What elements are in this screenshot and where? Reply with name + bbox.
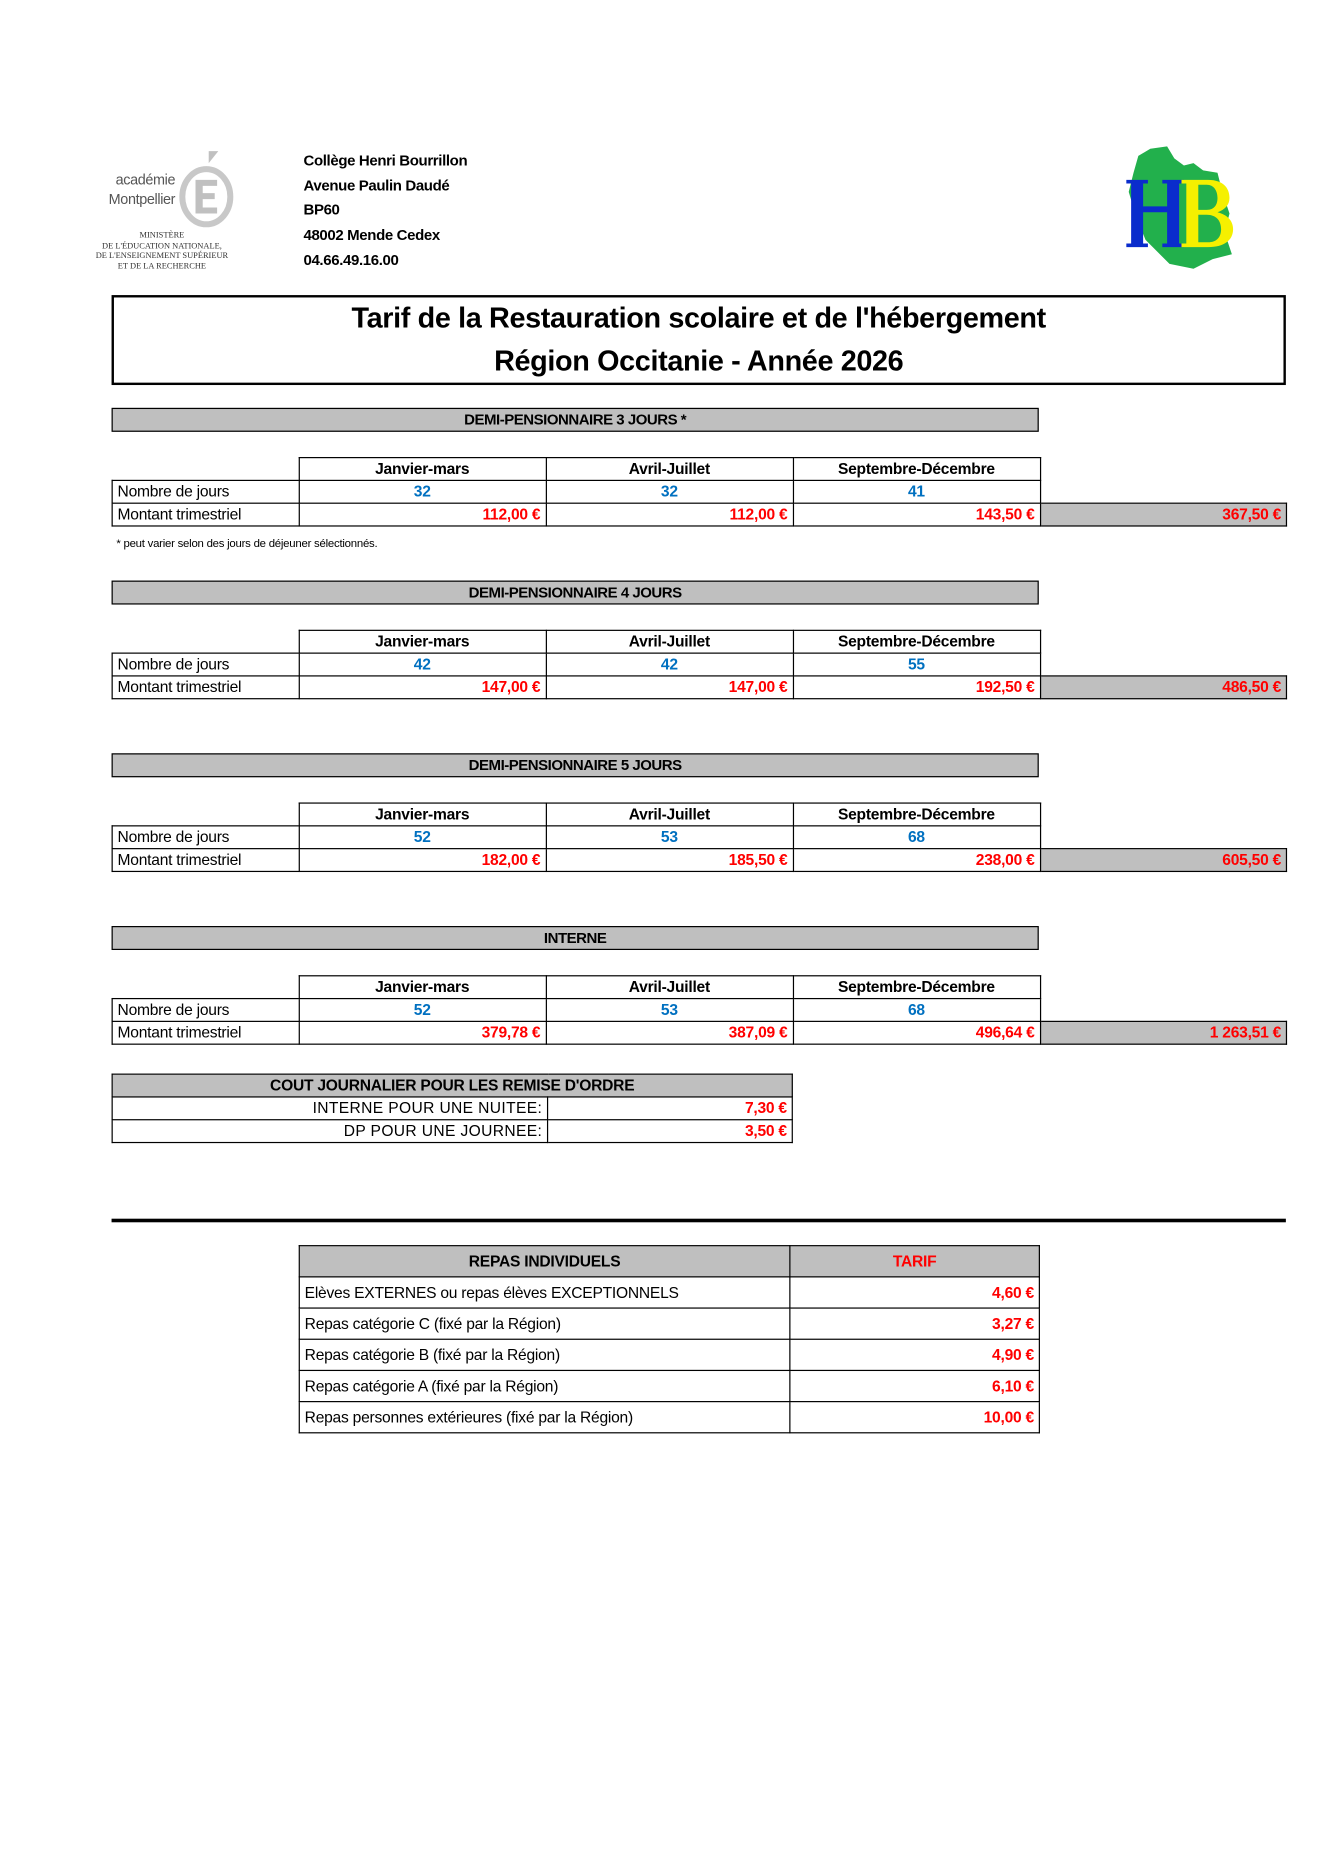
- table-row: Repas catégorie C (fixé par la Région) 3,…: [298, 1307, 1040, 1340]
- table-row: Nombre de jours 32 32 41: [111, 479, 1286, 504]
- jours-value: 41: [792, 479, 1041, 504]
- repas-individuels-table: REPAS INDIVIDUELS TARIF Elèves EXTERNES o…: [298, 1245, 1040, 1434]
- repas-tarif: 3,27 €: [789, 1307, 1040, 1340]
- row-label: Montant trimestriel: [111, 1020, 300, 1045]
- column-header: Janvier-mars: [298, 457, 547, 481]
- column-header: Septembre-Décembre: [792, 629, 1041, 654]
- section-title: INTERNE: [111, 926, 1039, 951]
- ministry-text: MINISTÈRE DE L'ÉDUCATION NATIONALE, DE L…: [95, 230, 229, 271]
- footnote: * peut varier selon des jours de déjeune…: [116, 537, 378, 551]
- jours-value: 52: [298, 825, 547, 850]
- phone: 04.66.49.16.00: [303, 251, 399, 269]
- jours-value: 68: [792, 825, 1041, 850]
- montant-value: 387,09 €: [545, 1020, 794, 1045]
- academie-name: académie Montpellier: [108, 171, 176, 208]
- total-value: 486,50 €: [1039, 675, 1288, 700]
- column-header: Septembre-Décembre: [792, 457, 1041, 481]
- montant-value: 182,00 €: [298, 848, 547, 873]
- table-row: Repas catégorie B (fixé par la Région) 4,…: [298, 1338, 1040, 1372]
- repas-tarif: 4,90 €: [789, 1338, 1040, 1372]
- po-box: BP60: [303, 202, 340, 219]
- jours-value: 53: [545, 825, 794, 850]
- repas-label: Repas catégorie B (fixé par la Région): [298, 1338, 791, 1372]
- section-table: Janvier-mars Avril-Juillet Septembre-Décem…: [111, 802, 1288, 873]
- column-header: Avril-Juillet: [545, 629, 794, 654]
- montant-value: 496,64 €: [792, 1020, 1041, 1045]
- school-hb-logo: [1126, 146, 1234, 269]
- table-row: Montant trimestriel 379,78 €387,09 €496,6…: [111, 1020, 1288, 1045]
- table-row: Repas personnes extérieures (fixé par la…: [298, 1401, 1040, 1434]
- cout-journalier-table: COUT JOURNALIER POUR LES REMISE D'ORDRE …: [111, 1073, 793, 1144]
- row-label: Montant trimestriel: [111, 675, 300, 700]
- repas-label: Repas personnes extérieures (fixé par la…: [298, 1401, 791, 1434]
- repas-label: Elèves EXTERNES ou repas élèves EXCEPTIO…: [298, 1276, 791, 1309]
- row-label: Montant trimestriel: [111, 848, 300, 873]
- school-name: Collège Henri Bourrillon: [303, 152, 468, 170]
- cout-journalier-title: COUT JOURNALIER POUR LES REMISE D'ORDRE: [111, 1073, 793, 1098]
- table-row: Nombre de jours 52 53 68: [111, 825, 1286, 850]
- table-row: Montant trimestriel 182,00 €185,50 €238,0…: [111, 848, 1288, 873]
- montant-value: 143,50 €: [792, 502, 1041, 527]
- jours-value: 68: [792, 997, 1041, 1022]
- row-label: Nombre de jours: [111, 997, 300, 1022]
- montant-value: 112,00 €: [545, 502, 794, 527]
- table-row: Elèves EXTERNES ou repas élèves EXCEPTIO…: [298, 1276, 1040, 1309]
- column-header: Septembre-Décembre: [792, 975, 1041, 1000]
- column-header: Avril-Juillet: [545, 457, 794, 481]
- total-value: 367,50 €: [1039, 502, 1288, 527]
- document-title: Tarif de la Restauration scolaire et de …: [111, 295, 1286, 386]
- montant-value: 192,50 €: [792, 675, 1041, 700]
- city: 48002 Mende Cedex: [303, 226, 440, 244]
- jours-value: 42: [545, 652, 794, 677]
- total-value: 605,50 €: [1039, 848, 1288, 873]
- section-table: Janvier-mars Avril-Juillet Septembre-Décem…: [111, 457, 1288, 527]
- montant-value: 112,00 €: [298, 502, 547, 527]
- table-row: INTERNE POUR UNE NUITEE: 7,30 €: [111, 1096, 793, 1121]
- section-table: Janvier-mars Avril-Juillet Septembre-Décem…: [111, 975, 1288, 1045]
- row-label: Nombre de jours: [111, 652, 300, 677]
- column-header: Avril-Juillet: [545, 802, 794, 827]
- repas-label: Repas catégorie C (fixé par la Région): [298, 1307, 791, 1340]
- column-header: Septembre-Décembre: [792, 802, 1041, 827]
- column-header: Janvier-mars: [298, 629, 547, 654]
- table-row: DP POUR UNE JOURNEE: 3,50 €: [111, 1119, 793, 1144]
- academie-montpellier-logo: académie Montpellier MINISTÈRE DE L'ÉDUCA…: [86, 144, 237, 274]
- repas-label: Repas catégorie A (fixé par la Région): [298, 1369, 791, 1403]
- section-table: Janvier-mars Avril-Juillet Septembre-Décem…: [111, 629, 1288, 700]
- jours-value: 52: [298, 997, 547, 1022]
- montant-value: 147,00 €: [298, 675, 547, 700]
- jours-value: 42: [298, 652, 547, 677]
- column-header: Janvier-mars: [298, 975, 547, 1000]
- table-row: Montant trimestriel 112,00 €112,00 €143,5…: [111, 502, 1288, 527]
- montant-value: 185,50 €: [545, 848, 794, 873]
- table-row: Montant trimestriel 147,00 €147,00 €192,5…: [111, 675, 1288, 700]
- section-title: DEMI-PENSIONNAIRE 5 JOURS: [111, 753, 1039, 778]
- repas-tarif: 10,00 €: [789, 1401, 1040, 1434]
- jours-value: 53: [545, 997, 794, 1022]
- jours-value: 32: [298, 479, 547, 504]
- divider: [111, 1218, 1286, 1223]
- jours-value: 55: [792, 652, 1041, 677]
- street: Avenue Paulin Daudé: [303, 177, 450, 194]
- row-label: Nombre de jours: [111, 479, 300, 504]
- montant-value: 238,00 €: [792, 848, 1041, 873]
- montant-value: 147,00 €: [545, 675, 794, 700]
- row-label: Montant trimestriel: [111, 502, 300, 527]
- total-value: 1 263,51 €: [1039, 1020, 1288, 1045]
- repas-tarif: 6,10 €: [789, 1369, 1040, 1403]
- table-row: Nombre de jours 52 53 68: [111, 997, 1286, 1022]
- jours-value: 32: [545, 479, 794, 504]
- montant-value: 379,78 €: [298, 1020, 547, 1045]
- column-header: Janvier-mars: [298, 802, 547, 827]
- section-title: DEMI-PENSIONNAIRE 4 JOURS: [111, 580, 1039, 605]
- e-logo-icon: [179, 151, 234, 228]
- row-label: Nombre de jours: [111, 825, 300, 850]
- table-row: Nombre de jours 42 42 55: [111, 652, 1286, 677]
- table-row: Repas catégorie A (fixé par la Région) 6,…: [298, 1369, 1040, 1403]
- repas-tarif: 4,60 €: [789, 1276, 1040, 1309]
- column-header: Avril-Juillet: [545, 975, 794, 1000]
- school-address: Collège Henri Bourrillon Avenue Paulin D…: [303, 149, 467, 273]
- section-title: DEMI-PENSIONNAIRE 3 JOURS *: [111, 407, 1039, 432]
